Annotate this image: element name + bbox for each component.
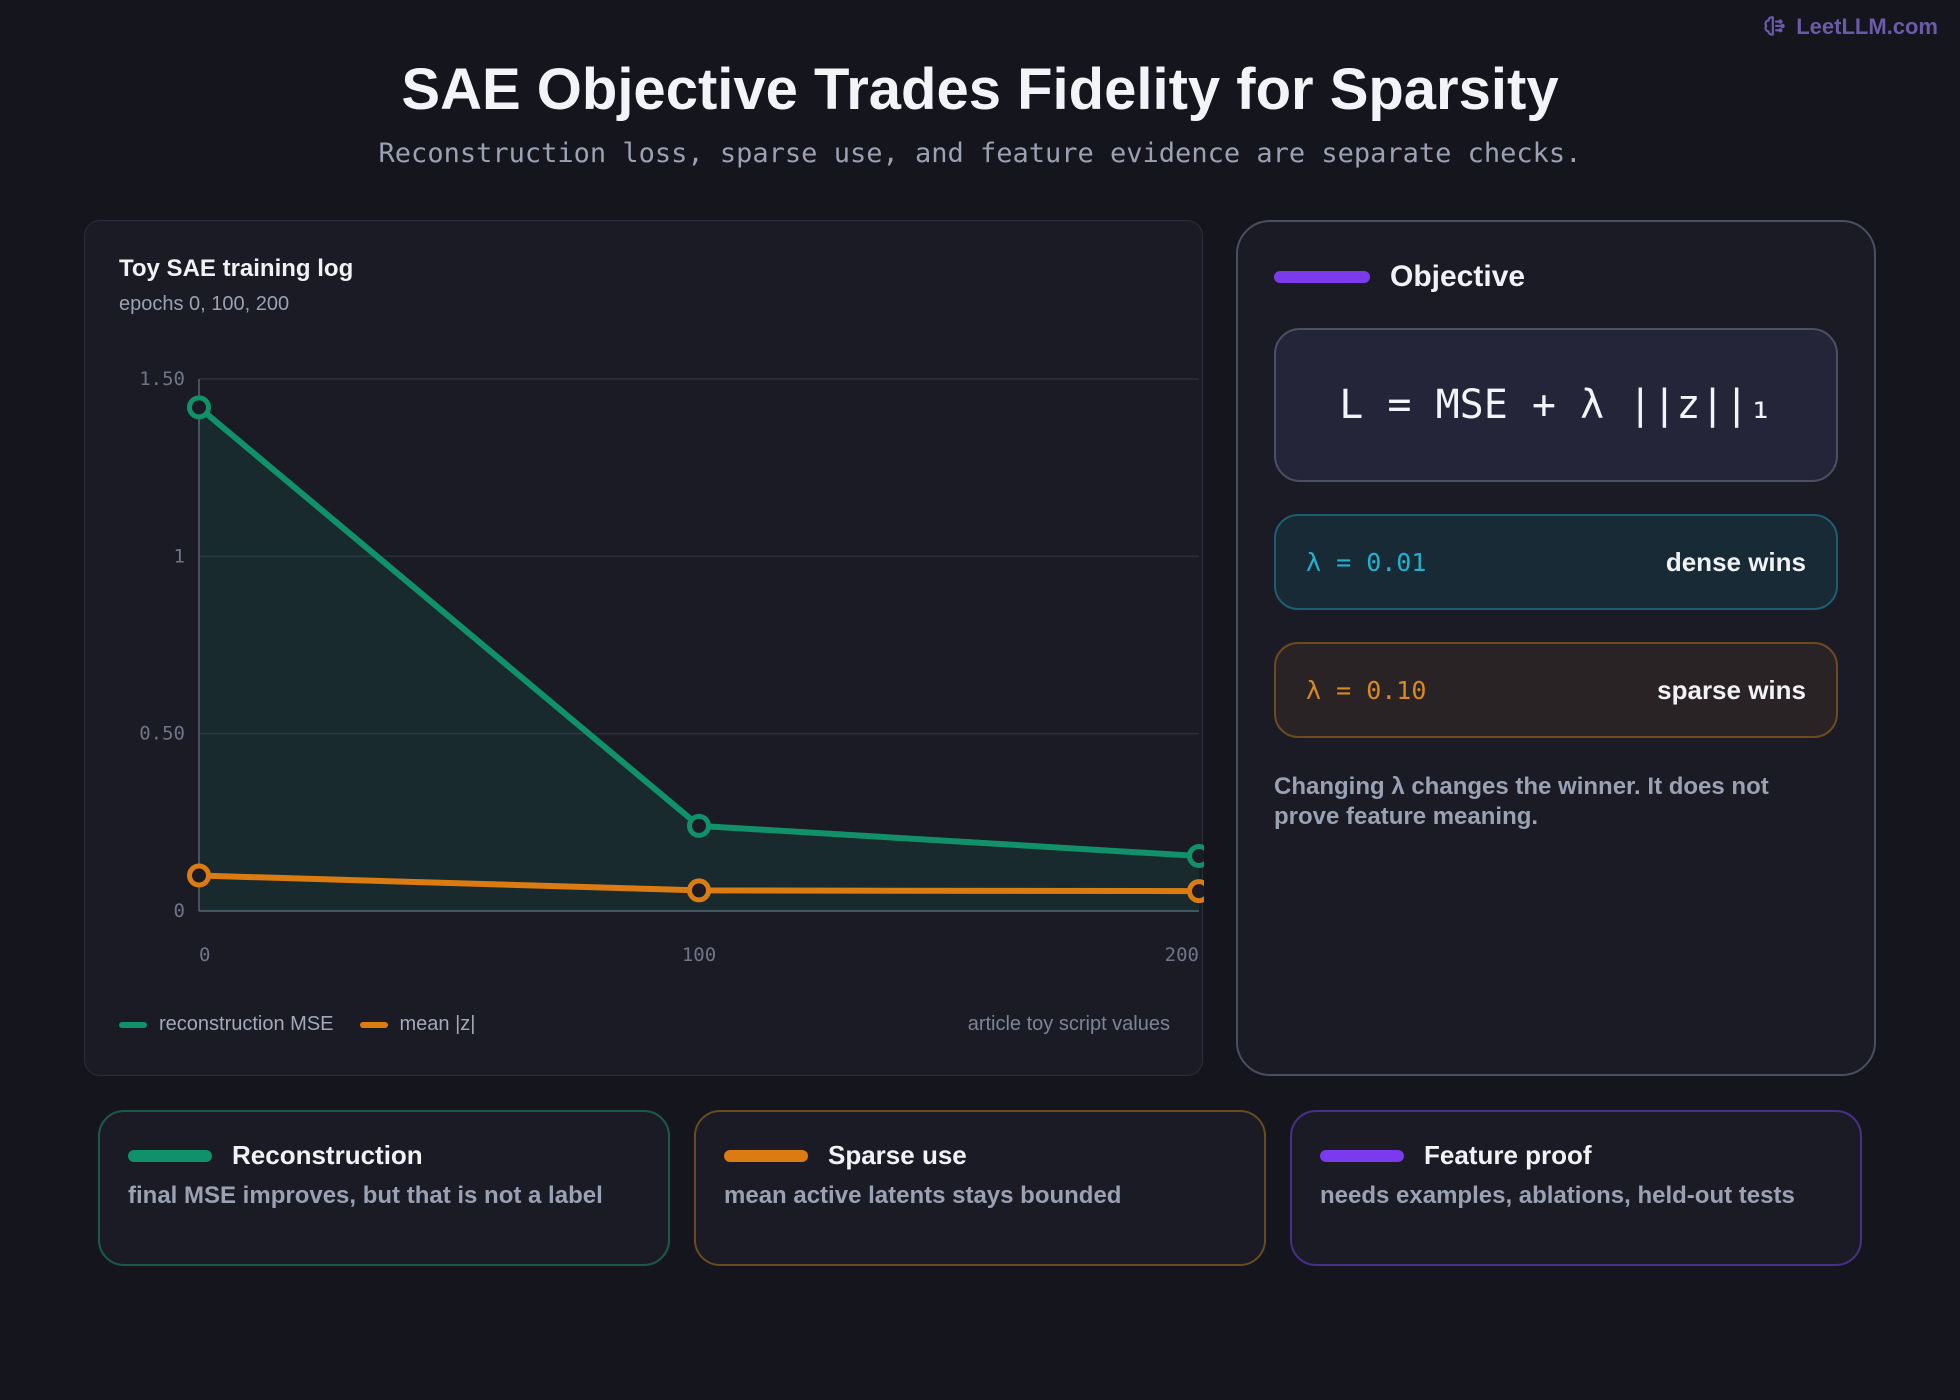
objective-formula: L = MSE + λ ||z||₁ <box>1274 328 1838 482</box>
legend-label-meanz: mean |z| <box>399 1013 476 1035</box>
brand[interactable]: LeetLLM.com <box>1762 14 1938 40</box>
card-text: final MSE improves, but that is not a la… <box>128 1182 603 1209</box>
objective-note: Changing λ changes the winner. It does n… <box>1274 773 1769 830</box>
data-point <box>1187 879 1204 904</box>
legend-item-mse: reconstruction MSE <box>119 1013 334 1036</box>
lambda-option-dense: λ = 0.01 dense wins <box>1274 514 1838 610</box>
brain-icon <box>1764 16 1785 36</box>
chart-subtitle: epochs 0, 100, 200 <box>119 293 290 315</box>
objective-accent-pill <box>1274 271 1370 283</box>
page-subtitle: Reconstruction loss, sparse use, and fea… <box>378 138 1582 169</box>
data-point <box>1187 844 1204 869</box>
card-text: needs examples, ablations, held-out test… <box>1320 1182 1795 1209</box>
card-header: Sparse use <box>724 1140 967 1171</box>
card-header: Reconstruction <box>128 1140 423 1171</box>
page-title: SAE Objective Trades Fidelity for Sparsi… <box>401 57 1559 122</box>
card-accent-pill <box>724 1149 808 1162</box>
y-tick-label: 0 <box>174 900 185 922</box>
legend-label-mse: reconstruction MSE <box>159 1013 334 1035</box>
card-title: Feature proof <box>1424 1140 1592 1170</box>
lambda-value: λ = 0.01 <box>1306 547 1427 577</box>
x-tick-label: 0 <box>199 944 210 966</box>
x-tick-label: 100 <box>682 944 716 966</box>
chart-legend: reconstruction MSE mean |z| <box>119 1013 476 1036</box>
series-area-0 <box>199 407 1199 911</box>
y-tick-label: 1.50 <box>139 368 185 390</box>
card-accent-pill <box>1320 1149 1404 1162</box>
card-reconstruction: Reconstruction final MSE improves, but t… <box>98 1110 670 1266</box>
y-tick-label: 1 <box>174 545 185 567</box>
objective-header: Objective <box>1274 260 1525 294</box>
legend-item-meanz: mean |z| <box>359 1013 476 1036</box>
chart-note: article toy script values <box>967 1013 1170 1035</box>
card-header: Feature proof <box>1320 1140 1592 1171</box>
chart-title: Toy SAE training log <box>119 255 354 282</box>
lambda-result: sparse wins <box>1657 674 1806 705</box>
objective-card: Objective L = MSE + λ ||z||₁ λ = 0.01 de… <box>1236 220 1876 1076</box>
card-title: Reconstruction <box>232 1140 423 1170</box>
lambda-result: dense wins <box>1665 546 1806 577</box>
chart-card: Toy SAE training log epochs 0, 100, 200 … <box>84 220 1204 1076</box>
lambda-value: λ = 0.10 <box>1306 675 1427 705</box>
data-point <box>187 863 211 888</box>
legend-swatch-mse <box>119 1021 147 1028</box>
data-point <box>187 395 211 420</box>
data-point <box>687 878 711 903</box>
line-chart: 0 0.50 1 1.50 0 100 200 <box>139 368 1204 966</box>
card-sparse-use: Sparse use mean active latents stays bou… <box>694 1110 1266 1266</box>
lambda-option-sparse: λ = 0.10 sparse wins <box>1274 642 1838 738</box>
brand-name: LeetLLM.com <box>1796 14 1938 39</box>
legend-swatch-meanz <box>359 1021 388 1028</box>
objective-label: Objective <box>1390 260 1526 293</box>
card-text: mean active latents stays bounded <box>724 1182 1122 1209</box>
card-title: Sparse use <box>828 1140 967 1170</box>
data-point <box>687 813 711 838</box>
card-accent-pill <box>128 1149 212 1162</box>
x-tick-label: 200 <box>1165 944 1199 966</box>
card-feature-proof: Feature proof needs examples, ablations,… <box>1290 1110 1862 1266</box>
y-tick-label: 0.50 <box>139 723 185 745</box>
